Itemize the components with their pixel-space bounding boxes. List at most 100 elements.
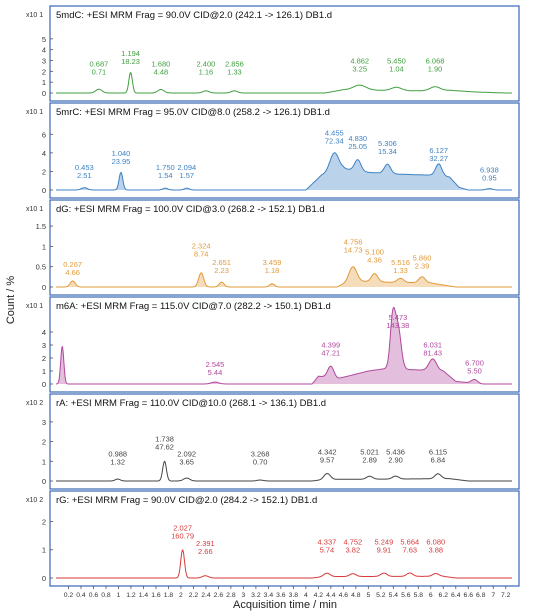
peak-rt-label: 2.094 xyxy=(177,163,196,172)
x-tick-label: 4 xyxy=(304,592,308,599)
x-tick-label: 4.4 xyxy=(326,592,336,599)
x-tick-label: 1.2 xyxy=(126,592,136,599)
x-tick-label: 2.2 xyxy=(189,592,199,599)
peak-area-label: 3.82 xyxy=(346,546,361,555)
x-tick-label: 2 xyxy=(179,592,183,599)
peak-rt-label: 6.068 xyxy=(426,56,445,65)
x-tick-label: 1 xyxy=(117,592,121,599)
x-tick-label: 6.4 xyxy=(451,592,461,599)
panel-frame xyxy=(49,296,520,393)
peak-rt-label: 4.399 xyxy=(321,340,340,349)
y-tick-label: 2 xyxy=(42,167,46,176)
peak-rt-label: 2.324 xyxy=(192,242,211,251)
signal-trace xyxy=(56,266,512,288)
peak-rt-label: 4.455 xyxy=(325,129,344,138)
x-tick-label: 3.2 xyxy=(251,592,261,599)
peak-rt-label: 1.738 xyxy=(155,434,174,443)
panel-title: 5mrC: +ESI MRM Frag = 95.0V CID@8.0 (258… xyxy=(56,107,330,118)
y-exponent: x10 1 xyxy=(26,12,43,19)
peak-rt-label: 5.021 xyxy=(360,447,379,456)
x-tick-label: 3.4 xyxy=(264,592,274,599)
peak-rt-label: 5.306 xyxy=(378,139,397,148)
x-tick-label: 2.6 xyxy=(214,592,224,599)
y-tick-label: 6 xyxy=(42,130,46,139)
peak-rt-label: 6.700 xyxy=(465,359,484,368)
y-exponent: x10 1 xyxy=(26,109,43,116)
peak-area-label: 1.04 xyxy=(389,64,404,73)
signal-fill xyxy=(56,266,512,287)
y-tick-label: 1 xyxy=(42,457,46,466)
y-tick-label: 1 xyxy=(42,546,46,555)
signal-trace xyxy=(56,460,512,482)
peak-area-label: 9.57 xyxy=(320,455,335,464)
y-tick-label: 0 xyxy=(42,283,46,292)
peak-area-label: 72.34 xyxy=(325,137,344,146)
peak-rt-label: 4.862 xyxy=(350,56,369,65)
peak-area-label: 3.65 xyxy=(179,457,194,466)
peak-area-label: 23.95 xyxy=(112,157,131,166)
peak-area-label: 6.84 xyxy=(431,455,446,464)
peak-rt-label: 5.249 xyxy=(374,538,393,547)
y-tick-label: 2 xyxy=(42,354,46,363)
x-tick-label: 1.6 xyxy=(151,592,161,599)
y-tick-label: 3 xyxy=(42,341,46,350)
chromatogram-panels: 5mdC: +ESI MRM Frag = 90.0V CID@2.0 (242… xyxy=(26,5,520,599)
peak-area-label: 15.34 xyxy=(378,147,397,156)
peak-area-label: 47.21 xyxy=(321,348,340,357)
peak-area-label: 25.05 xyxy=(348,142,367,151)
peak-rt-label: 0.453 xyxy=(75,163,94,172)
peak-rt-label: 4.830 xyxy=(348,134,367,143)
x-tick-label: 5 xyxy=(366,592,370,599)
peak-rt-label: 1.194 xyxy=(121,49,140,58)
x-tick-label: 6.8 xyxy=(476,592,486,599)
peak-area-label: 5.44 xyxy=(208,368,223,377)
x-tick-label: 3.6 xyxy=(276,592,286,599)
signal-trace xyxy=(56,152,512,191)
signal-trace xyxy=(56,549,512,579)
y-tick-label: 3 xyxy=(42,57,46,66)
peak-area-label: 1.54 xyxy=(158,171,173,180)
x-tick-label: 7.2 xyxy=(501,592,511,599)
y-tick-label: 4 xyxy=(42,46,46,55)
panel-1: 5mrC: +ESI MRM Frag = 95.0V CID@8.0 (258… xyxy=(26,102,520,199)
panel-title: rG: +ESI MRM Frag = 90.0V CID@2.0 (284.2… xyxy=(56,495,317,506)
peak-area-label: 7.63 xyxy=(403,546,418,555)
x-tick-label: 5.4 xyxy=(389,592,399,599)
peak-area-label: 1.16 xyxy=(199,68,214,77)
y-exponent: x10 1 xyxy=(26,206,43,213)
y-tick-label: 2 xyxy=(42,517,46,526)
peak-area-label: 143.38 xyxy=(386,321,409,330)
peak-area-label: 32.27 xyxy=(429,154,448,163)
x-tick-label: 0.4 xyxy=(76,592,86,599)
peak-area-label: 4.66 xyxy=(65,268,80,277)
peak-rt-label: 4.342 xyxy=(318,447,337,456)
peak-rt-label: 2.545 xyxy=(206,360,225,369)
peak-rt-label: 0.687 xyxy=(90,60,109,69)
peak-area-label: 9.91 xyxy=(377,546,392,555)
peak-rt-label: 5.860 xyxy=(413,254,432,263)
x-tick-label: 7 xyxy=(491,592,495,599)
peak-area-label: 2.51 xyxy=(77,171,92,180)
x-tick-label: 2.8 xyxy=(226,592,236,599)
peak-rt-label: 0.988 xyxy=(108,449,127,458)
peak-rt-label: 6.127 xyxy=(429,146,448,155)
x-tick-label: 4.2 xyxy=(314,592,324,599)
y-tick-label: 0 xyxy=(42,89,46,98)
panel-frame xyxy=(49,102,520,199)
peak-area-label: 81.43 xyxy=(423,348,442,357)
x-tick-label: 1.4 xyxy=(139,592,149,599)
y-tick-label: 0 xyxy=(42,477,46,486)
y-exponent: x10 1 xyxy=(26,303,43,310)
y-axis-label: Count / % xyxy=(5,276,17,325)
panel-title: m6A: +ESI MRM Frag = 115.0V CID@7.0 (282… xyxy=(56,301,331,312)
y-tick-label: 0 xyxy=(42,186,46,195)
x-tick-label: 5.2 xyxy=(376,592,386,599)
peak-area-label: 2.23 xyxy=(214,266,229,275)
x-axis-label: Acquisition time / min xyxy=(233,599,337,611)
peak-rt-label: 5.436 xyxy=(386,447,405,456)
peak-area-label: 1.32 xyxy=(110,457,125,466)
panel-frame xyxy=(49,490,520,587)
peak-rt-label: 2.400 xyxy=(197,60,216,69)
peak-rt-label: 2.651 xyxy=(212,258,231,267)
peak-area-label: 1.33 xyxy=(227,68,242,77)
